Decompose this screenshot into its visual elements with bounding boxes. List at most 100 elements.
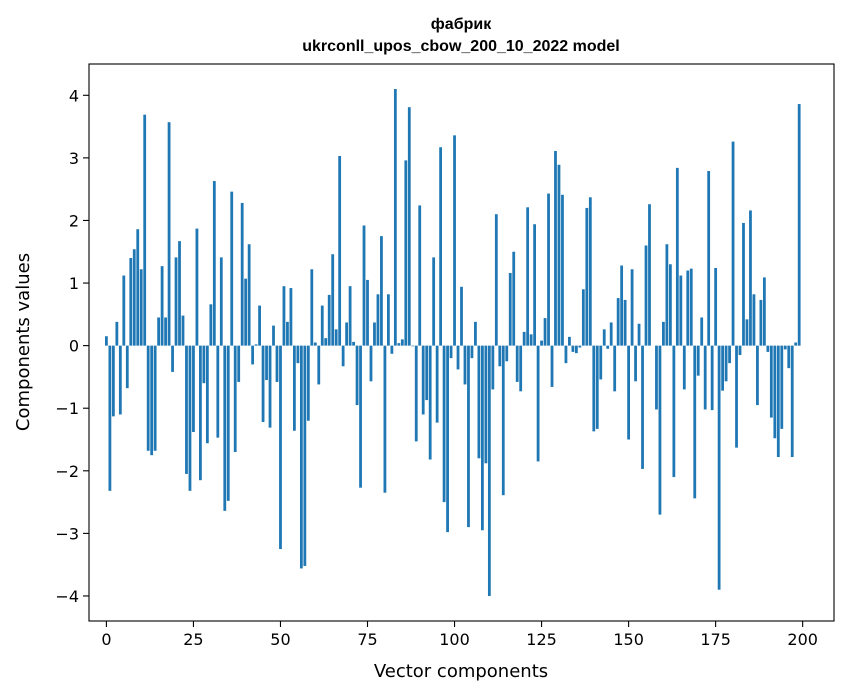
bar <box>700 317 704 346</box>
bar <box>634 345 637 382</box>
bar <box>794 342 798 346</box>
bar <box>568 336 571 346</box>
bar <box>195 228 199 346</box>
bar <box>467 345 470 528</box>
bar <box>442 345 446 503</box>
bar <box>258 305 261 346</box>
bar <box>338 156 342 346</box>
bar <box>481 345 484 531</box>
bar <box>689 268 693 346</box>
bar <box>397 343 401 346</box>
chart-title-line-1: фабрик <box>431 16 492 33</box>
bar <box>738 345 742 356</box>
bar <box>616 298 620 346</box>
chart-title-line-2: ukrconll_upos_cbow_200_10_2022 model <box>302 38 619 55</box>
bar <box>456 345 460 370</box>
bar <box>334 329 338 346</box>
bar <box>139 269 143 346</box>
y-tick-label: 0 <box>69 337 79 356</box>
bar <box>105 336 108 346</box>
bar <box>526 207 530 346</box>
bar <box>641 345 644 469</box>
bar <box>355 345 359 406</box>
bar <box>769 345 773 418</box>
x-axis-ticks: 0 25 50 75 100 125 150 175 200 <box>101 621 818 649</box>
bar <box>341 345 345 367</box>
bar <box>648 204 651 346</box>
bar <box>286 321 289 346</box>
bar <box>226 345 230 501</box>
bar <box>306 345 310 421</box>
bar <box>783 345 787 350</box>
bar <box>724 345 728 382</box>
bar <box>146 345 150 451</box>
bar <box>703 345 707 410</box>
x-tick-label: 175 <box>700 630 731 649</box>
bar <box>460 286 463 346</box>
y-axis-label: Components values <box>13 253 34 431</box>
bar <box>247 244 251 346</box>
bar <box>299 345 303 569</box>
bar <box>773 345 777 439</box>
bar <box>404 160 408 346</box>
bar <box>199 345 202 481</box>
bar <box>181 315 185 346</box>
bar <box>536 345 540 462</box>
bar <box>251 345 255 365</box>
y-axis-ticks: −4 −3 −2 −1 0 1 2 3 4 <box>55 86 89 606</box>
bar <box>728 345 731 364</box>
bar <box>714 268 718 346</box>
bar <box>470 345 474 359</box>
bar <box>282 286 286 346</box>
bar <box>780 345 784 429</box>
y-tick-label: 2 <box>69 211 79 230</box>
bar <box>136 229 140 346</box>
bar <box>491 345 495 390</box>
bar <box>157 317 161 346</box>
bar <box>505 345 509 362</box>
bar <box>557 164 561 346</box>
bar <box>244 278 248 346</box>
bar <box>759 299 763 346</box>
y-tick-label: −2 <box>55 462 79 481</box>
bar <box>205 345 209 444</box>
x-tick-label: 125 <box>526 630 557 649</box>
y-tick-label: 1 <box>69 274 79 293</box>
bar <box>655 345 658 410</box>
bar <box>533 224 536 346</box>
bar <box>762 277 766 346</box>
bar <box>515 345 519 382</box>
bar <box>331 254 335 346</box>
bar <box>609 322 613 346</box>
bar <box>380 236 383 346</box>
x-tick-label: 200 <box>787 630 818 649</box>
bar <box>599 345 603 380</box>
bar <box>428 345 432 460</box>
x-tick-label: 150 <box>613 630 644 649</box>
bar <box>554 150 557 346</box>
bar <box>581 289 585 346</box>
bar <box>693 345 697 499</box>
bar <box>303 345 307 566</box>
x-tick-label: 25 <box>183 630 203 649</box>
bar <box>272 325 275 346</box>
bar <box>376 294 380 346</box>
bar <box>359 345 362 488</box>
bar <box>494 214 498 346</box>
bar <box>178 241 181 346</box>
bar <box>122 275 126 346</box>
bar <box>188 345 192 491</box>
bar <box>192 345 195 432</box>
bar <box>446 345 449 533</box>
bar <box>261 345 265 422</box>
bar <box>672 345 676 478</box>
x-tick-label: 0 <box>101 630 111 649</box>
bar <box>268 345 272 428</box>
bar <box>588 197 592 346</box>
bar <box>484 345 488 464</box>
bar <box>790 345 794 458</box>
bar <box>707 171 711 346</box>
bar <box>606 345 610 349</box>
bar <box>212 181 216 346</box>
